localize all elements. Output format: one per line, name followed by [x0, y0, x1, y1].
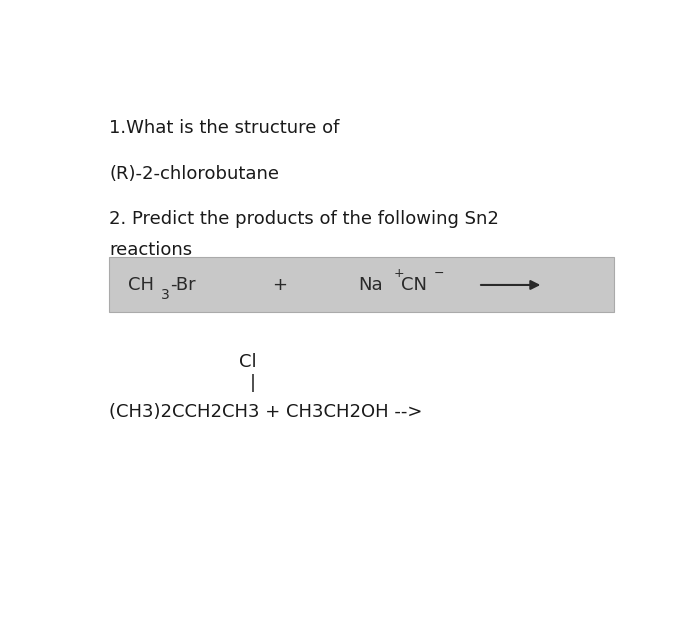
Text: CN: CN: [401, 276, 427, 294]
Text: +: +: [272, 276, 287, 294]
Text: 2. Predict the products of the following Sn2: 2. Predict the products of the following…: [109, 210, 499, 228]
Text: 3: 3: [161, 289, 169, 302]
Text: Cl: Cl: [239, 352, 257, 371]
Text: -Br: -Br: [171, 276, 196, 294]
Text: Na: Na: [358, 276, 384, 294]
Text: (R)-2-chlorobutane: (R)-2-chlorobutane: [109, 164, 279, 182]
Text: |: |: [251, 374, 256, 392]
Text: 1.What is the structure of: 1.What is the structure of: [109, 119, 340, 137]
Text: (CH3)2CCH2CH3 + CH3CH2OH -->: (CH3)2CCH2CH3 + CH3CH2OH -->: [109, 402, 423, 420]
Text: +: +: [394, 266, 405, 279]
Text: −: −: [433, 266, 444, 279]
Text: reactions: reactions: [109, 240, 192, 259]
FancyBboxPatch shape: [109, 257, 614, 312]
Text: CH: CH: [128, 276, 154, 294]
